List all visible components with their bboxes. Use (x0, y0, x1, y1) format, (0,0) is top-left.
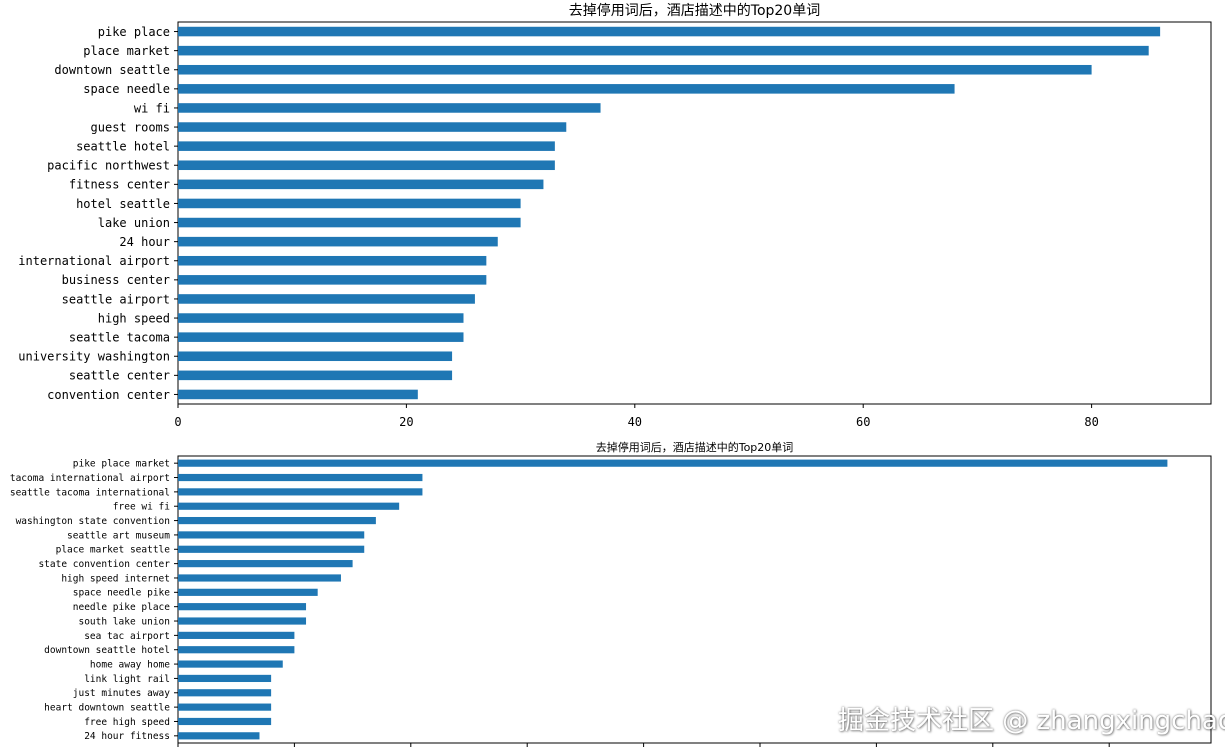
y-tick-label: washington state convention (16, 516, 170, 527)
y-tick-label: place market seattle (56, 545, 171, 556)
bar (178, 631, 295, 639)
y-tick-label: convention center (47, 388, 170, 402)
y-tick-label: 24 hour (119, 235, 170, 249)
y-tick-label: heart downtown seattle (44, 703, 170, 714)
x-tick-label: 60 (856, 415, 870, 429)
y-tick-label: pacific northwest (47, 159, 170, 173)
bar (178, 502, 400, 510)
bar (178, 160, 555, 171)
bar (178, 703, 272, 711)
y-tick-label: space needle pike (73, 588, 171, 599)
bar (178, 689, 272, 697)
y-tick-label: link light rail (84, 674, 170, 685)
bar (178, 603, 307, 611)
bar (178, 588, 318, 596)
bar (178, 617, 307, 625)
bar (178, 26, 1161, 37)
y-tick-label: seattle tacoma international (10, 487, 170, 498)
y-tick-label: pike place market (73, 459, 170, 470)
y-tick-label: seattle art museum (67, 530, 170, 541)
y-tick-label: seattle tacoma (69, 330, 170, 344)
bar (178, 294, 475, 304)
y-tick-label: university washington (18, 350, 170, 364)
bar (178, 370, 453, 381)
bar (178, 459, 1168, 467)
x-tick-label: 20 (399, 415, 413, 429)
y-tick-label: fitness center (69, 178, 170, 192)
bar (178, 179, 544, 190)
bar (178, 351, 453, 362)
y-tick-label: wi fi (134, 101, 170, 115)
y-tick-label: seattle airport (62, 292, 170, 306)
y-tick-label: south lake union (78, 616, 170, 627)
bar (178, 560, 353, 568)
y-tick-label: needle pike place (73, 602, 171, 613)
y-tick-label: space needle (83, 82, 170, 96)
chart-2-frame (177, 455, 1212, 744)
bar (178, 473, 423, 482)
bar (178, 198, 521, 209)
y-tick-label: home away home (90, 659, 170, 670)
bar (178, 332, 464, 342)
y-tick-label: international airport (18, 254, 170, 268)
bar (178, 64, 1092, 75)
y-tick-label: sea tac airport (84, 631, 170, 642)
y-tick-label: tacoma international airport (10, 473, 170, 484)
bar (178, 732, 260, 740)
chart-1-title: 去掉停用词后，酒店描述中的Top20单词 (569, 2, 820, 19)
y-tick-label: seattle center (69, 369, 170, 383)
bar (178, 217, 521, 228)
y-tick-label: free high speed (84, 717, 170, 728)
bar (178, 674, 272, 683)
y-tick-label: guest rooms (91, 120, 170, 134)
bar (178, 531, 365, 539)
x-tick-label: 40 (628, 415, 642, 429)
bar (178, 122, 567, 132)
x-tick-label: 0 (174, 415, 181, 429)
bar (178, 275, 487, 285)
bar (178, 103, 601, 113)
y-tick-label: place market (83, 44, 170, 58)
bar (178, 717, 272, 726)
chart-1-frame (177, 21, 1212, 405)
y-tick-label: 24 hour fitness (84, 731, 170, 742)
y-tick-label: seattle hotel (76, 139, 170, 153)
y-tick-label: downtown seattle (54, 63, 170, 77)
y-tick-label: business center (62, 273, 170, 287)
bar (178, 516, 376, 525)
y-tick-label: state convention center (38, 559, 170, 570)
bar (178, 84, 955, 94)
x-tick-label: 80 (1084, 415, 1098, 429)
y-tick-label: downtown seattle hotel (44, 645, 170, 656)
bar (178, 574, 341, 582)
bar (178, 389, 418, 400)
y-tick-label: hotel seattle (76, 197, 170, 211)
watermark: 掘金技术社区 @ zhangxingchao (838, 706, 1225, 736)
bar (178, 488, 423, 496)
bar (178, 646, 295, 654)
bar (178, 236, 498, 247)
bar (178, 545, 365, 553)
y-tick-label: high speed (98, 311, 170, 325)
bar (178, 255, 487, 266)
bar (178, 141, 555, 151)
y-tick-label: pike place (98, 25, 170, 39)
chart-2-title: 去掉停用词后，酒店描述中的Top20单词 (596, 440, 794, 454)
bar (178, 313, 464, 323)
y-tick-label: just minutes away (73, 688, 171, 699)
y-tick-label: high speed internet (61, 573, 170, 584)
y-tick-label: free wi fi (113, 502, 170, 513)
bar (178, 660, 283, 668)
y-tick-label: lake union (98, 216, 170, 230)
bar (178, 45, 1149, 56)
